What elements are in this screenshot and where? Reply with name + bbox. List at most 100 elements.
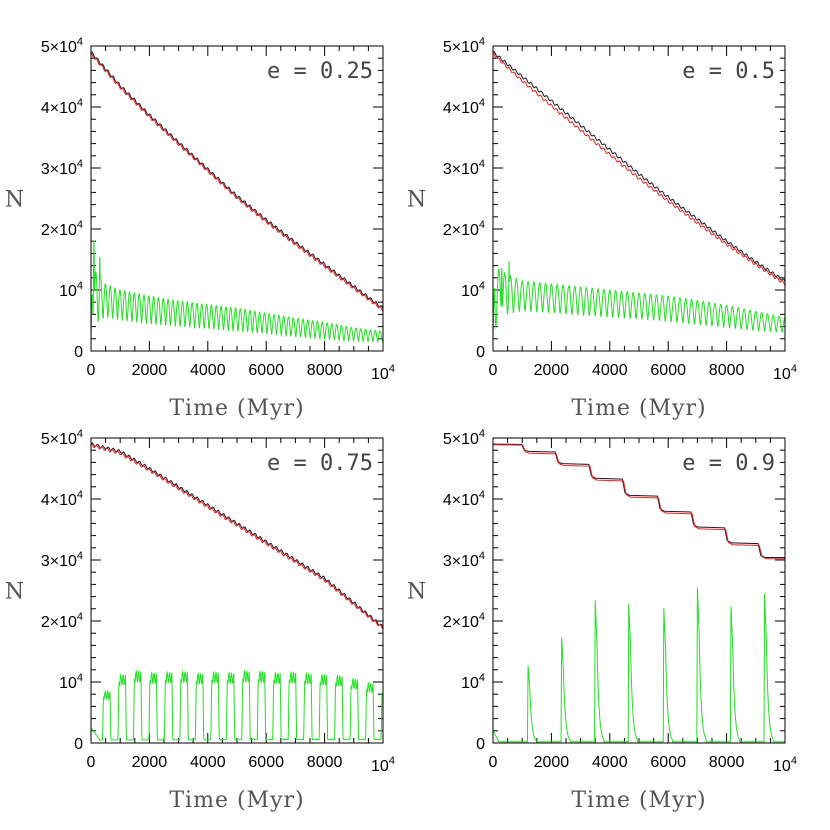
y-tick-label-exp: 4 bbox=[77, 672, 83, 684]
y-tick-label: 5×104 bbox=[443, 428, 485, 448]
y-tick-label-exp: 4 bbox=[479, 489, 485, 501]
y-tick-label-exp: 4 bbox=[479, 672, 485, 684]
y-axis-title: N bbox=[5, 580, 25, 605]
y-tick-label-base: 0 bbox=[74, 344, 83, 361]
x-tick-label: 6000 bbox=[248, 362, 284, 379]
y-tick-label-exp: 4 bbox=[479, 428, 485, 440]
y-tick-label-base: 3×10 bbox=[443, 161, 479, 178]
y-tick-label-base: 2×10 bbox=[443, 222, 479, 239]
y-tick-label: 0 bbox=[74, 344, 83, 361]
x-tick-label: 4000 bbox=[190, 362, 226, 379]
x-tick-label-end: 104 bbox=[371, 755, 395, 775]
panel-1: 0 2000 4000 6000 8000 10401042×1043×1044×1045… bbox=[5, 36, 395, 421]
x-tick-label: 4000 bbox=[592, 754, 628, 771]
x-tick-label-end-exp: 4 bbox=[791, 755, 797, 767]
x-axis-title: Time (Myr) bbox=[169, 788, 304, 813]
y-tick-label: 5×104 bbox=[41, 36, 83, 56]
series-group bbox=[493, 443, 785, 743]
y-tick-label-exp: 4 bbox=[77, 36, 83, 48]
y-tick-label: 3×104 bbox=[41, 158, 83, 178]
series-line-3 bbox=[91, 669, 383, 741]
y-tick-label-base: 5×10 bbox=[443, 431, 479, 448]
y-tick-label-base: 5×10 bbox=[443, 39, 479, 56]
y-tick-label-exp: 4 bbox=[479, 97, 485, 109]
x-tick-label-end-base: 10 bbox=[371, 758, 389, 775]
y-tick-label: 4×104 bbox=[41, 97, 83, 117]
x-tick-label: 8000 bbox=[307, 362, 343, 379]
panels-group: 0 2000 4000 6000 8000 10401042×1043×1044×1045… bbox=[5, 36, 797, 813]
y-tick-label-base: 2×10 bbox=[41, 614, 77, 631]
y-tick-label-base: 2×10 bbox=[41, 222, 77, 239]
panel-label: e = 0.75 bbox=[267, 451, 373, 476]
series-group bbox=[91, 442, 383, 741]
y-tick-label: 104 bbox=[59, 672, 83, 692]
series-line-2 bbox=[493, 52, 785, 286]
x-tick-label: 0 bbox=[489, 754, 498, 771]
x-tick-label-end-base: 10 bbox=[773, 758, 791, 775]
x-tick-label: 6000 bbox=[650, 754, 686, 771]
axis-ticks bbox=[90, 45, 384, 352]
y-tick-label: 0 bbox=[476, 736, 485, 753]
y-tick-label: 104 bbox=[461, 672, 485, 692]
x-tick-label: 2000 bbox=[132, 754, 168, 771]
y-tick-label: 2×104 bbox=[443, 611, 485, 631]
series-line-3 bbox=[91, 240, 383, 344]
x-tick-label-end: 104 bbox=[773, 363, 797, 383]
x-axis-title: Time (Myr) bbox=[571, 788, 706, 813]
y-tick-label: 2×104 bbox=[443, 219, 485, 239]
x-tick-label-end-base: 10 bbox=[371, 366, 389, 383]
series-line-1 bbox=[493, 50, 785, 283]
y-tick-label-base: 3×10 bbox=[41, 161, 77, 178]
y-tick-label-exp: 4 bbox=[479, 550, 485, 562]
y-tick-label-exp: 4 bbox=[479, 219, 485, 231]
y-tick-label-base: 4×10 bbox=[41, 492, 77, 509]
y-tick-label: 3×104 bbox=[443, 550, 485, 570]
y-tick-label: 3×104 bbox=[443, 158, 485, 178]
x-tick-label: 8000 bbox=[709, 754, 745, 771]
plot-frame bbox=[492, 45, 786, 352]
y-tick-label-exp: 4 bbox=[77, 550, 83, 562]
y-tick-label-exp: 4 bbox=[479, 611, 485, 623]
y-tick-label-base: 3×10 bbox=[443, 553, 479, 570]
y-tick-label: 104 bbox=[461, 280, 485, 300]
plot-frame bbox=[90, 45, 384, 352]
y-tick-label: 0 bbox=[476, 344, 485, 361]
y-tick-label-exp: 4 bbox=[77, 158, 83, 170]
x-tick-label: 6000 bbox=[650, 362, 686, 379]
y-tick-label: 4×104 bbox=[41, 489, 83, 509]
series-line-3 bbox=[493, 587, 785, 743]
x-tick-label: 4000 bbox=[592, 362, 628, 379]
x-tick-label: 4000 bbox=[190, 754, 226, 771]
series-line-1 bbox=[91, 51, 383, 310]
panel-label: e = 0.25 bbox=[267, 59, 373, 84]
panel-2: 0 2000 4000 6000 8000 10401042×1043×1044×1045… bbox=[407, 36, 797, 421]
y-tick-label-base: 5×10 bbox=[41, 431, 77, 448]
axis-ticks bbox=[492, 437, 786, 744]
x-axis-title: Time (Myr) bbox=[571, 396, 706, 421]
plot-frame bbox=[492, 437, 786, 744]
x-tick-label-end: 104 bbox=[773, 755, 797, 775]
y-tick-label-exp: 4 bbox=[77, 428, 83, 440]
y-tick-label-exp: 4 bbox=[479, 36, 485, 48]
x-tick-label-end-exp: 4 bbox=[389, 363, 395, 375]
series-line-2 bbox=[91, 443, 383, 631]
y-tick-label-base: 10 bbox=[461, 283, 479, 300]
x-tick-label: 2000 bbox=[534, 754, 570, 771]
series-line-2 bbox=[91, 52, 383, 312]
axis-ticks bbox=[492, 45, 786, 352]
x-tick-label: 0 bbox=[489, 362, 498, 379]
x-tick-label-end: 104 bbox=[371, 363, 395, 383]
y-tick-label-base: 3×10 bbox=[41, 553, 77, 570]
x-tick-label: 8000 bbox=[307, 754, 343, 771]
y-tick-label-exp: 4 bbox=[77, 219, 83, 231]
y-axis-title: N bbox=[407, 580, 427, 605]
y-tick-label-base: 0 bbox=[74, 736, 83, 753]
y-tick-label: 104 bbox=[59, 280, 83, 300]
panel-label: e = 0.5 bbox=[682, 59, 775, 84]
series-group bbox=[91, 51, 383, 344]
y-tick-label: 0 bbox=[74, 736, 83, 753]
panel-label: e = 0.9 bbox=[682, 451, 775, 476]
x-tick-label: 2000 bbox=[534, 362, 570, 379]
plot-frame bbox=[90, 437, 384, 744]
